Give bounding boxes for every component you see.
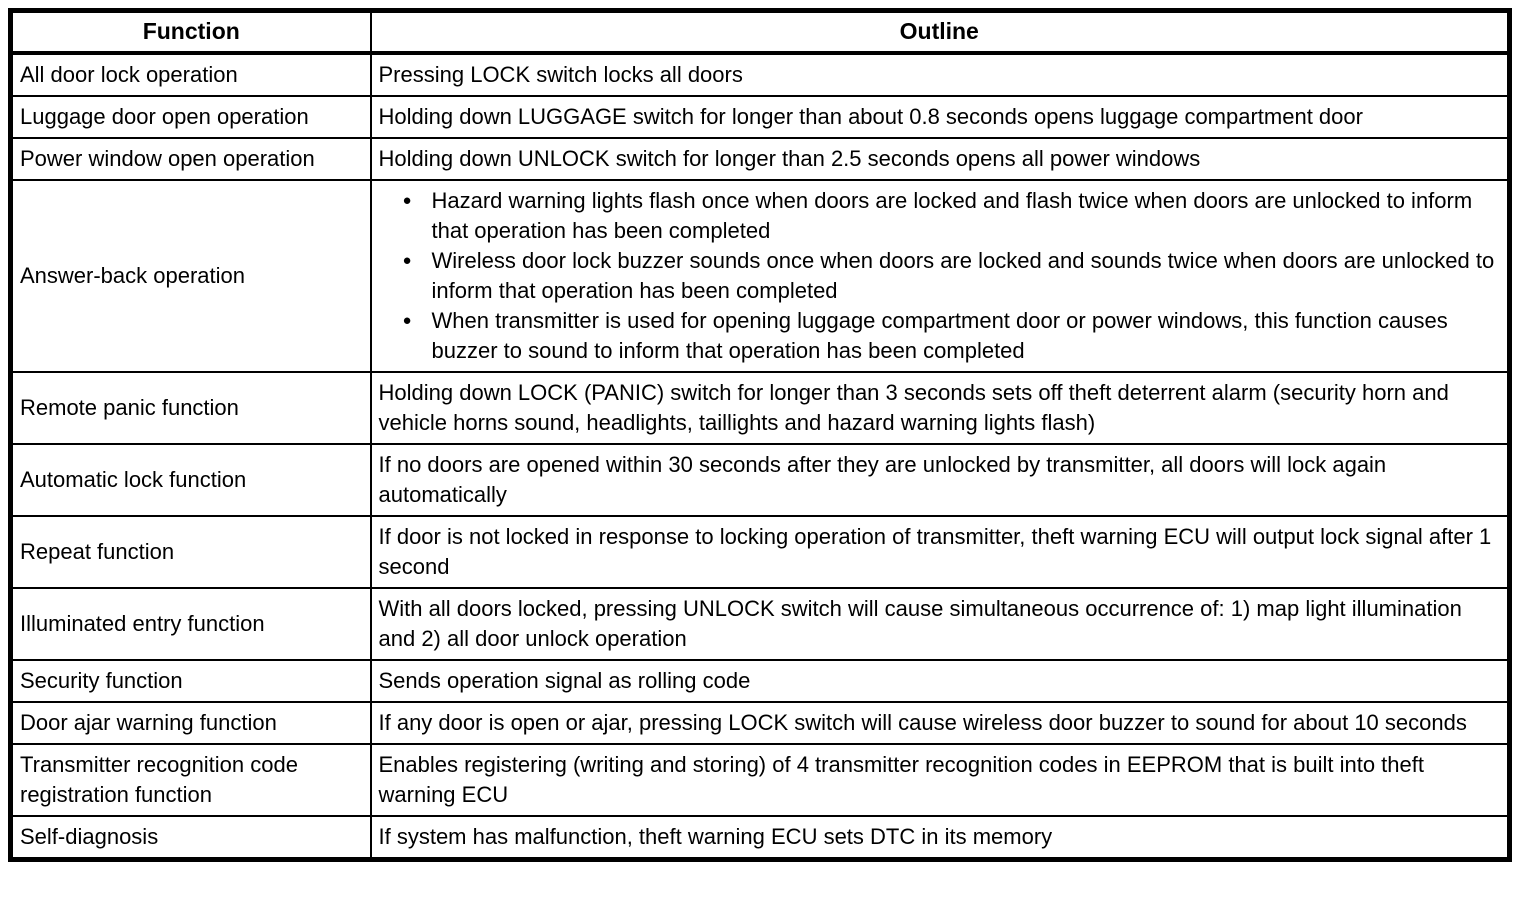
- function-cell: Door ajar warning function: [9, 700, 372, 745]
- table-row: Door ajar warning function If any door is…: [9, 700, 1511, 745]
- function-cell: Illuminated entry function: [9, 586, 372, 661]
- outline-cell: Enables registering (writing and storing…: [369, 742, 1511, 817]
- table-row: Remote panic function Holding down LOCK (…: [9, 370, 1511, 445]
- outline-cell: Sends operation signal as rolling code: [369, 658, 1511, 703]
- function-cell: Remote panic function: [9, 370, 372, 445]
- function-cell: Automatic lock function: [9, 442, 372, 517]
- outline-cell: Holding down UNLOCK switch for longer th…: [369, 136, 1511, 181]
- function-cell: Repeat function: [9, 514, 372, 589]
- outline-cell: If no doors are opened within 30 seconds…: [369, 442, 1511, 517]
- outline-cell: If any door is open or ajar, pressing LO…: [369, 700, 1511, 745]
- function-cell: Answer-back operation: [9, 178, 372, 373]
- function-cell: Security function: [9, 658, 372, 703]
- column-header-outline: Outline: [369, 9, 1511, 55]
- table-row: All door lock operation Pressing LOCK swi…: [9, 51, 1511, 97]
- table-row: Illuminated entry function With all doors…: [9, 586, 1511, 661]
- outline-cell: If system has malfunction, theft warning…: [369, 814, 1511, 860]
- outline-cell: If door is not locked in response to loc…: [369, 514, 1511, 589]
- function-cell: Power window open operation: [9, 136, 372, 181]
- table-row: Security function Sends operation signal …: [9, 658, 1511, 703]
- table-row: Self-diagnosis If system has malfunction,…: [9, 814, 1511, 860]
- column-header-function: Function: [9, 9, 372, 55]
- outline-bullet-list: Hazard warning lights flash once when do…: [379, 186, 1504, 366]
- outline-bullet-item: Hazard warning lights flash once when do…: [379, 186, 1504, 246]
- function-cell: Self-diagnosis: [9, 814, 372, 860]
- outline-bullet-item: Wireless door lock buzzer sounds once wh…: [379, 246, 1504, 306]
- function-cell: All door lock operation: [9, 51, 372, 97]
- table-row: Answer-back operationHazard warning ligh…: [9, 178, 1511, 373]
- function-cell: Transmitter recognition code registratio…: [9, 742, 372, 817]
- table-row: Automatic lock function If no doors are o…: [9, 442, 1511, 517]
- table-row: Luggage door open operation Holding down …: [9, 94, 1511, 139]
- outline-cell: Holding down LOCK (PANIC) switch for lon…: [369, 370, 1511, 445]
- table-row: Repeat function If door is not locked in …: [9, 514, 1511, 589]
- function-cell: Luggage door open operation: [9, 94, 372, 139]
- function-outline-table: Function Outline All door lock operation…: [8, 8, 1512, 862]
- outline-cell: With all doors locked, pressing UNLOCK s…: [369, 586, 1511, 661]
- outline-cell: Holding down LUGGAGE switch for longer t…: [369, 94, 1511, 139]
- table-row: Transmitter recognition code registratio…: [9, 742, 1511, 817]
- header-row: Function Outline: [9, 9, 1511, 55]
- outline-bullet-item: When transmitter is used for opening lug…: [379, 306, 1504, 366]
- outline-cell: Pressing LOCK switch locks all doors: [369, 51, 1511, 97]
- document-page: Function Outline All door lock operation…: [0, 0, 1520, 870]
- outline-cell: Hazard warning lights flash once when do…: [369, 178, 1511, 373]
- table-row: Power window open operation Holding down …: [9, 136, 1511, 181]
